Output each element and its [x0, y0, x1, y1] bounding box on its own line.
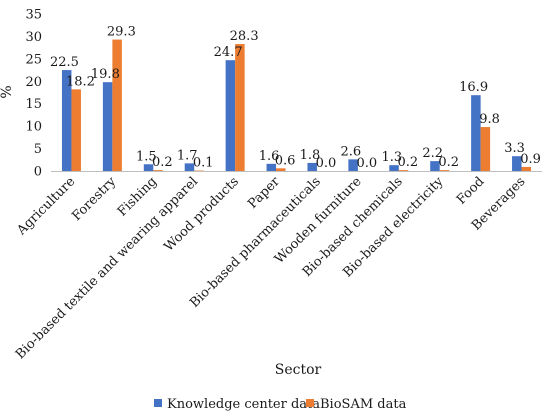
- data-label: 22.5: [50, 55, 79, 70]
- data-label: 1.5: [136, 149, 157, 164]
- data-label: 0.2: [152, 155, 173, 170]
- y-tick-label: 20: [25, 75, 42, 90]
- bar-biosam: [439, 170, 450, 171]
- bar-knowledge-center: [225, 60, 236, 171]
- data-label: 2.6: [341, 144, 362, 159]
- data-label: 0.0: [357, 156, 378, 171]
- y-tick-label: 10: [25, 120, 42, 135]
- bar-knowledge-center: [471, 95, 481, 171]
- bar-labels: 22.5 19.8 1.5 1.7 24.7 1.6 1.8 2.6 1.3 2.2 16.9 3.3…: [50, 25, 541, 171]
- bar-knowledge-center: [61, 70, 72, 171]
- bar-knowledge-center: [184, 163, 195, 171]
- x-axis-title: Sector: [275, 362, 322, 378]
- y-axis: 0 5 10 15 20 25 30 35: [25, 8, 42, 180]
- data-label: 24.7: [214, 45, 243, 60]
- data-label: 0.1: [193, 156, 214, 171]
- y-tick-label: 5: [34, 142, 42, 157]
- data-label: 16.9: [459, 80, 488, 95]
- legend-label: Knowledge center data: [167, 397, 320, 412]
- category-label: Food: [454, 174, 487, 207]
- data-label: 0.2: [397, 155, 418, 170]
- data-label: 9.8: [479, 112, 500, 127]
- legend-swatch: [306, 399, 314, 407]
- y-tick-label: 0: [34, 165, 42, 180]
- bar-knowledge-center: [348, 159, 358, 171]
- y-tick-label: 25: [25, 52, 42, 67]
- data-label: 1.7: [177, 148, 198, 163]
- data-label: 0.6: [275, 153, 296, 168]
- category-label: Forestry: [69, 174, 119, 224]
- bar-knowledge-center: [102, 82, 113, 171]
- data-label: 0.0: [316, 156, 337, 171]
- bar-knowledge-center: [430, 161, 440, 171]
- bar-biosam: [112, 39, 122, 171]
- category-label: Paper: [245, 174, 283, 212]
- category-label: Agriculture: [14, 174, 79, 239]
- bar-knowledge-center: [307, 162, 317, 171]
- bar-knowledge-center: [389, 165, 399, 171]
- category-label: Wood products: [161, 174, 241, 254]
- data-label: 1.8: [300, 148, 321, 163]
- bar-biosam: [521, 166, 532, 171]
- bars: [61, 39, 532, 171]
- legend-label: BioSAM data: [320, 397, 407, 412]
- bar-knowledge-center: [143, 164, 154, 171]
- bar-knowledge-center: [512, 156, 522, 171]
- data-label: 0.9: [520, 152, 541, 167]
- data-label: 18.2: [66, 74, 95, 89]
- data-label: 1.3: [381, 150, 402, 165]
- y-axis-title: %: [0, 85, 15, 98]
- bar-knowledge-center: [266, 163, 277, 171]
- legend: Knowledge center data BioSAM data: [154, 397, 407, 412]
- data-label: 2.2: [422, 146, 443, 161]
- bar-biosam: [71, 89, 81, 171]
- y-tick-label: 15: [25, 97, 42, 112]
- bar-biosam: [480, 127, 491, 171]
- y-tick-label: 35: [25, 8, 42, 23]
- legend-swatch: [154, 399, 162, 407]
- bar-biosam: [153, 170, 163, 171]
- data-label: 29.3: [107, 25, 136, 40]
- data-label: 3.3: [504, 141, 525, 156]
- data-label: 19.8: [91, 67, 120, 82]
- data-label: 1.6: [259, 149, 280, 164]
- y-tick-label: 30: [25, 30, 42, 45]
- bar-biosam: [235, 44, 245, 171]
- data-label: 28.3: [230, 29, 259, 44]
- data-label: 0.2: [438, 155, 459, 170]
- bar-biosam: [398, 170, 409, 171]
- bar-biosam: [276, 168, 286, 171]
